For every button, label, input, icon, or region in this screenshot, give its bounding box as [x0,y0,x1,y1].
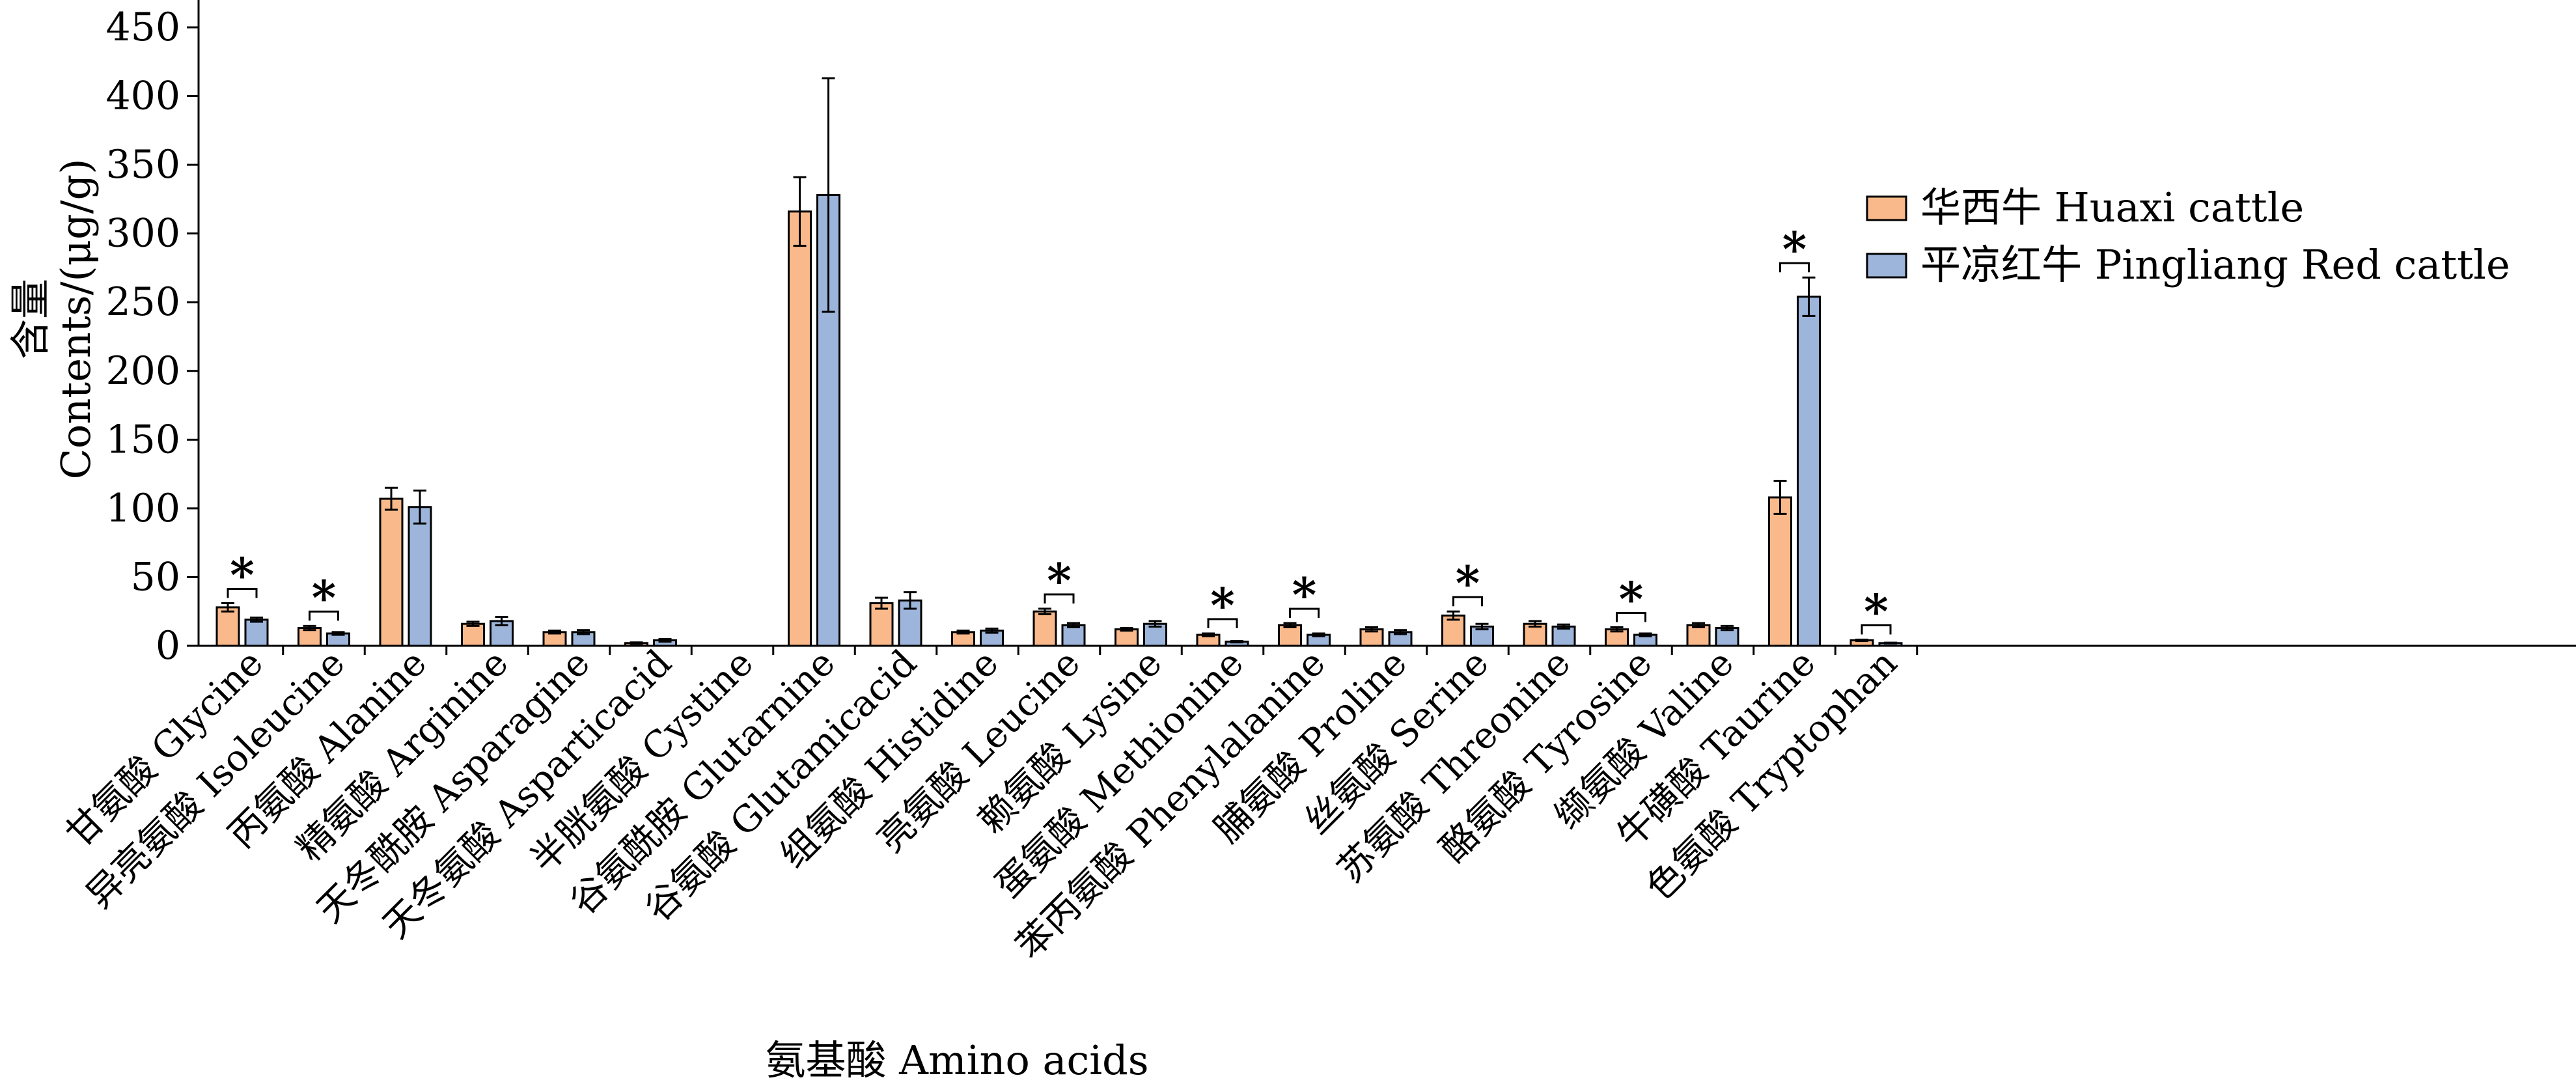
significance-star: * [1210,577,1235,633]
significance-star: * [1456,555,1480,611]
significance-bracket [1207,618,1238,628]
bar-pingliang [408,506,432,647]
y-tick-label: 400 [105,74,180,119]
y-axis-title-cn: 含量 [7,279,54,359]
significance-star: * [230,548,255,603]
y-tick-label: 0 [156,623,180,669]
legend-swatch-pingliang [1866,253,1907,279]
legend-label-huaxi: 华西牛 Huaxi cattle [1920,184,2304,231]
y-tick-label: 250 [105,279,180,325]
bar-pingliang [816,194,840,647]
significance-star: * [1782,221,1807,277]
bar-huaxi [1686,624,1711,647]
y-axis-title-en: Contents/(μg/g) [52,159,100,480]
legend-label-pingliang: 平凉红牛 Pingliang Red cattle [1920,241,2510,288]
significance-bracket [227,588,258,598]
significance-bracket [1289,607,1320,618]
significance-bracket [1861,624,1892,635]
significance-bracket [1616,612,1646,622]
y-tick-label: 300 [105,211,180,257]
bar-huaxi [379,497,404,647]
significance-bracket [1044,593,1075,603]
y-tick-label: 150 [105,417,180,462]
chart-significance-markers: * * * * * * * * * [227,221,1892,639]
bar-huaxi [215,606,240,647]
chart-y-ticks: 0 50 100 150 200 250 300 350 400 450 [105,5,199,669]
bar-pingliang [244,618,269,647]
bar-huaxi [788,210,812,647]
bar-pingliang [1061,624,1086,647]
significance-bracket [309,610,339,621]
significance-bracket [1452,596,1483,607]
significance-star: * [1864,584,1889,639]
legend-swatch-huaxi [1866,195,1907,221]
bar-huaxi [461,622,485,647]
chart-error-bars [221,77,1897,645]
bar-pingliang [1797,296,1821,647]
y-tick-label: 200 [105,348,180,394]
significance-star: * [1292,567,1317,622]
bar-huaxi [1768,496,1792,647]
bar-huaxi [1115,628,1139,647]
chart-legend: 华西牛 Huaxi cattle 平凉红牛 Pingliang Red catt… [1866,184,2510,288]
y-tick-label: 450 [105,5,180,50]
significance-bracket [1779,262,1810,273]
y-tick-label: 50 [131,554,180,600]
significance-star: * [1619,572,1644,627]
y-tick-label: 100 [105,486,180,531]
x-axis-title: 氨基酸 Amino acids [765,1036,1148,1082]
significance-star: * [312,570,337,625]
bar-huaxi [869,602,894,647]
chart-axes [197,0,2576,647]
bar-huaxi [1278,624,1302,647]
significance-star: * [1047,553,1072,608]
bar-huaxi [1032,610,1057,647]
y-tick-label: 350 [105,142,180,187]
